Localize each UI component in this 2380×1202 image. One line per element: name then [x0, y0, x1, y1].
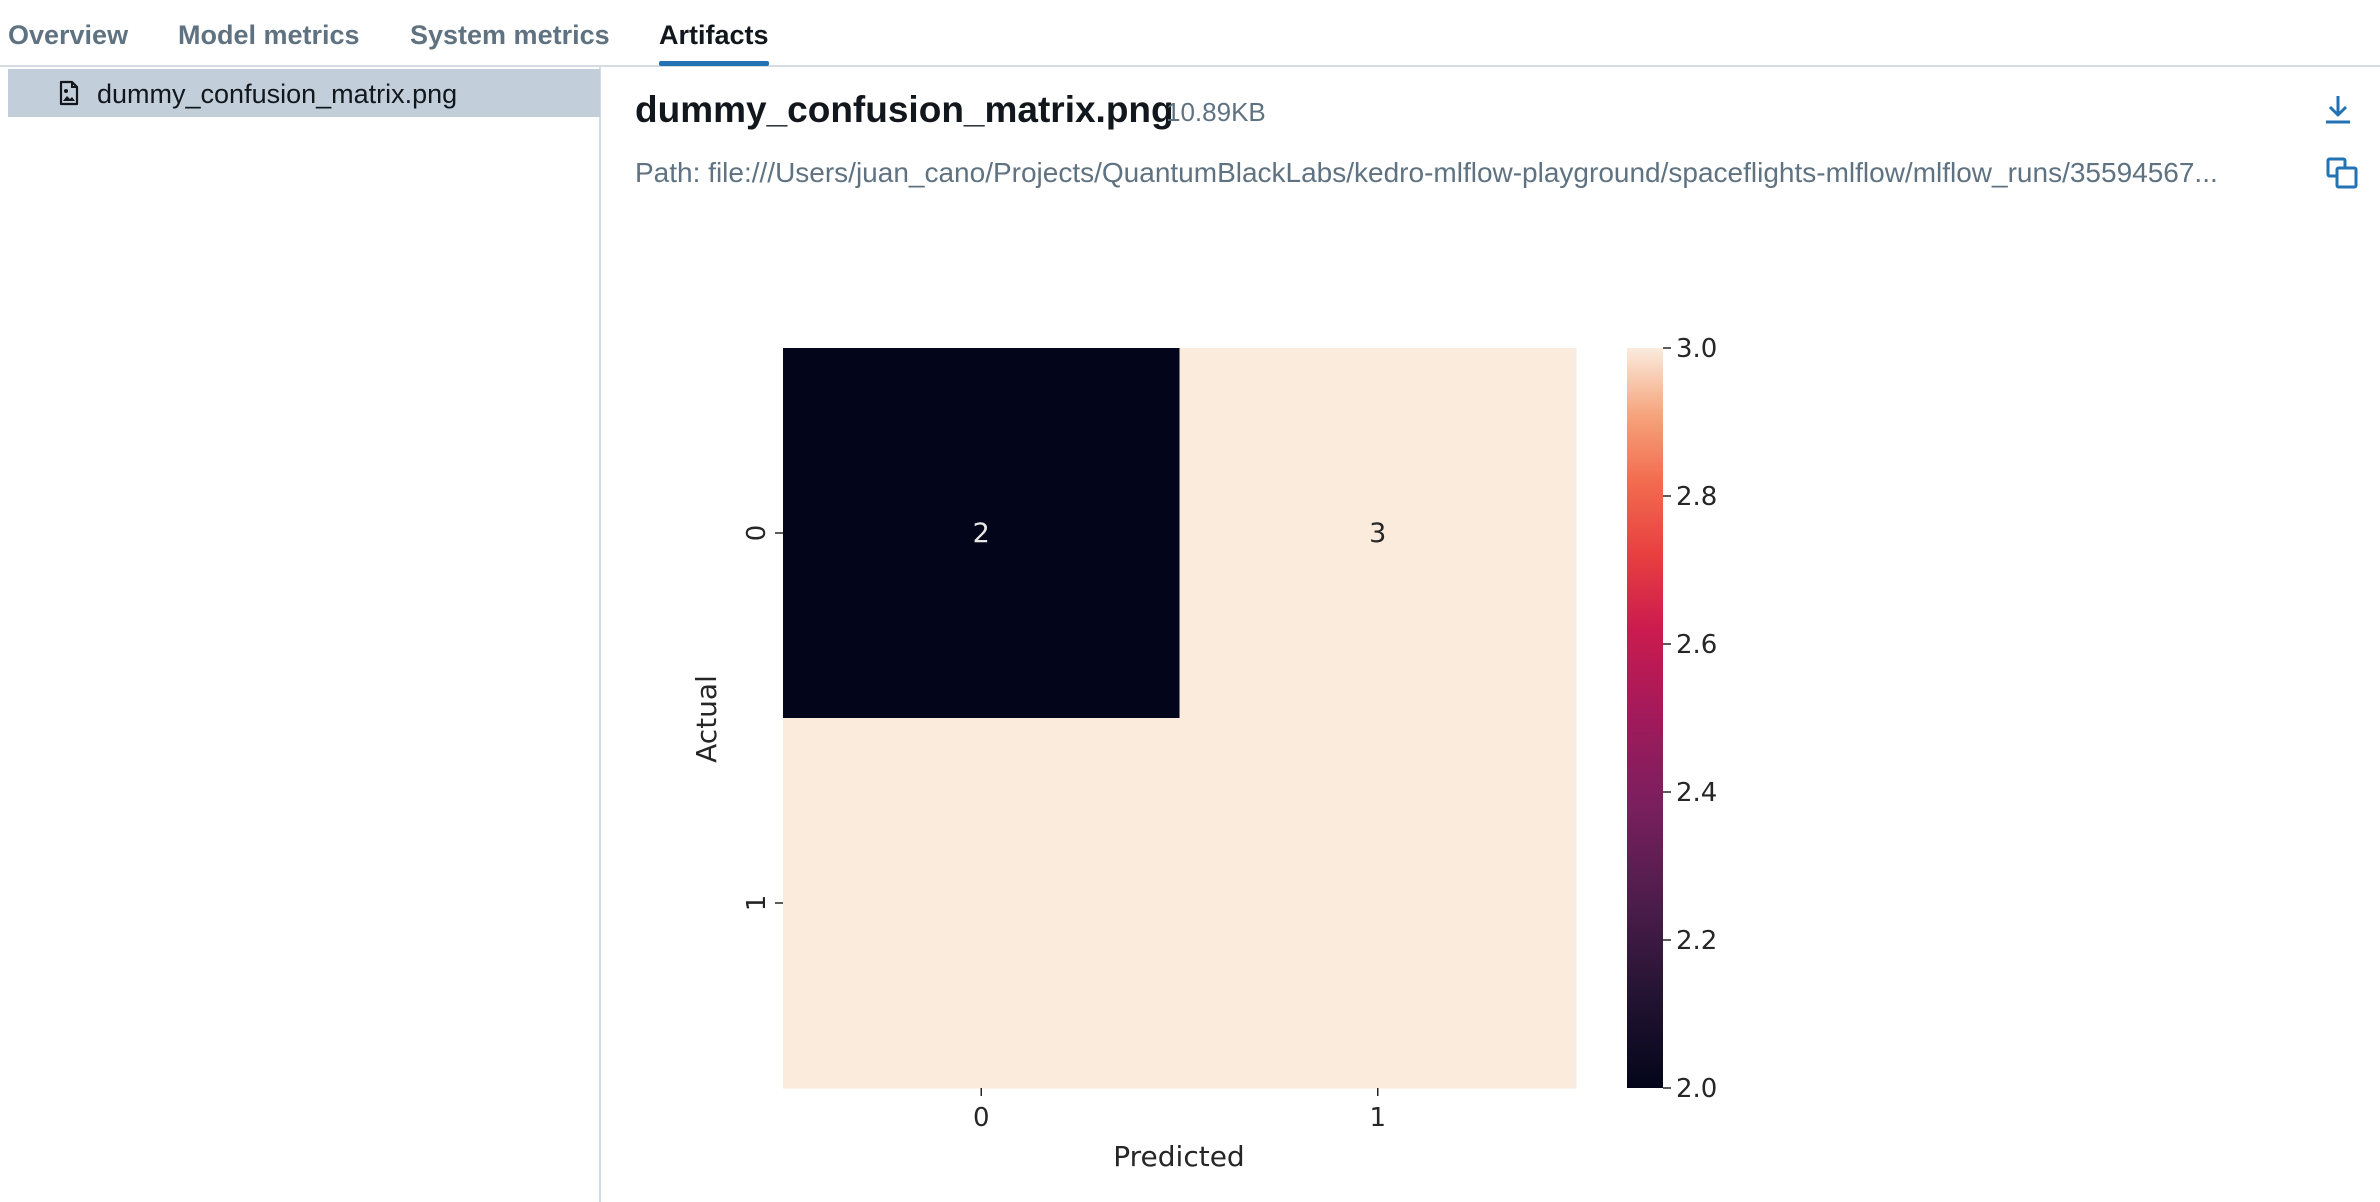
x-axis-title: Predicted: [1113, 1140, 1244, 1173]
tab-system-metrics[interactable]: System metrics: [410, 20, 610, 50]
tab-model-metrics[interactable]: Model metrics: [178, 20, 360, 50]
heatmap-cell: [1179, 348, 1577, 719]
heatmap-cell: [1179, 718, 1577, 1089]
tab-artifacts[interactable]: Artifacts: [659, 20, 769, 50]
x-tick-label: 1: [1369, 1103, 1386, 1133]
colorbar: [1627, 348, 1663, 1088]
colorbar-tick-label: 2.8: [1676, 482, 1717, 512]
artifact-tree-item[interactable]: dummy_confusion_matrix.png: [8, 69, 600, 117]
tab-bar: Overview Model metrics System metrics Ar…: [0, 0, 2380, 67]
heatmap-cell: [783, 718, 1180, 1089]
download-icon[interactable]: [2318, 89, 2358, 129]
cell-annotation: 2: [973, 518, 990, 549]
confusion-matrix-chart: 2 3 0 1 0 1 2.0 2.2 2.4 2.6 2.8 3.0 Predicted Ac…: [690, 334, 1717, 1173]
colorbar-tick-label: 3.0: [1676, 334, 1717, 364]
artifact-preview-panel: dummy_confusion_matrix.png 10.89KB Path:…: [602, 67, 2380, 1202]
tab-overview[interactable]: Overview: [8, 20, 129, 50]
y-tick-label: 1: [742, 895, 772, 912]
colorbar-tick-label: 2.6: [1676, 630, 1717, 660]
artifact-size: 10.89KB: [1166, 97, 1266, 127]
x-tick-label: 0: [973, 1103, 990, 1133]
artifact-tree: dummy_confusion_matrix.png: [0, 67, 601, 1202]
artifact-tree-item-label: dummy_confusion_matrix.png: [97, 79, 458, 109]
colorbar-tick-label: 2.4: [1676, 778, 1717, 808]
cell-annotation: 3: [1369, 518, 1386, 549]
heatmap-cell: [783, 348, 1180, 719]
artifact-title: dummy_confusion_matrix.png: [635, 89, 1174, 130]
colorbar-tick-label: 2.2: [1676, 926, 1717, 956]
image-file-icon: [59, 80, 79, 106]
y-axis-title: Actual: [690, 675, 723, 763]
active-tab-indicator: [659, 61, 769, 66]
colorbar-tick-label: 2.0: [1676, 1074, 1717, 1104]
copy-icon[interactable]: [2324, 155, 2360, 191]
y-tick-label: 0: [742, 525, 772, 542]
